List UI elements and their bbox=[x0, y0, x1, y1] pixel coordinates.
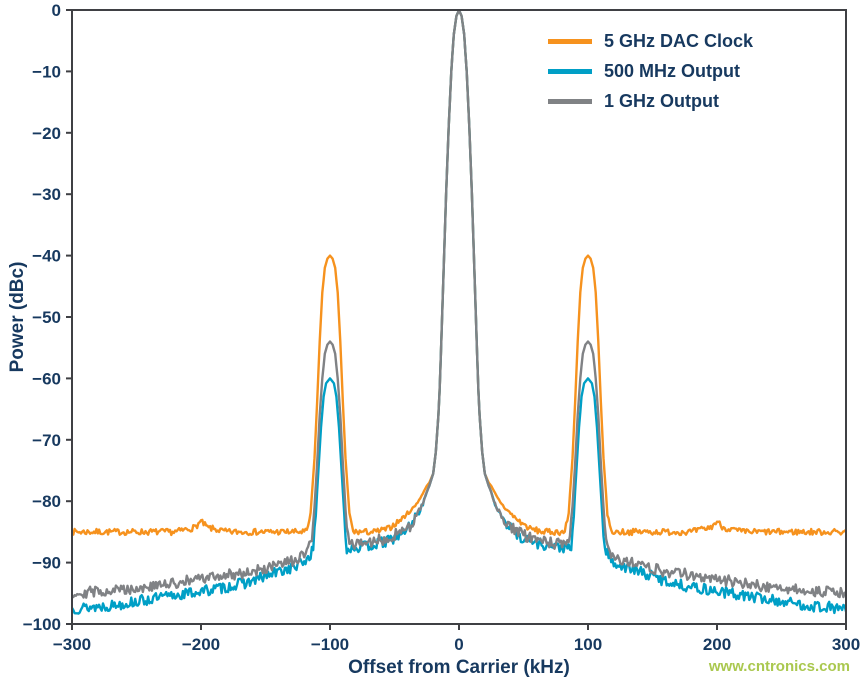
series-line-2 bbox=[72, 10, 846, 599]
legend-line-icon bbox=[548, 38, 592, 44]
series-line-0 bbox=[72, 10, 846, 537]
y-tick-label: −80 bbox=[32, 492, 61, 511]
legend-line-icon bbox=[548, 68, 592, 74]
y-tick-label: −10 bbox=[32, 62, 61, 81]
y-tick-label: −90 bbox=[32, 554, 61, 573]
x-tick-label: 200 bbox=[703, 635, 731, 654]
x-tick-label: −300 bbox=[53, 635, 91, 654]
legend-label: 1 GHz Output bbox=[604, 90, 719, 111]
watermark: www.cntronics.com bbox=[708, 658, 850, 675]
y-tick-label: −40 bbox=[32, 247, 61, 266]
y-tick-label: 0 bbox=[52, 1, 61, 20]
x-tick-label: −100 bbox=[311, 635, 349, 654]
legend-item-dac-clock: 5 GHz DAC Clock bbox=[548, 30, 753, 52]
x-axis-title: Offset from Carrier (kHz) bbox=[348, 657, 570, 678]
plot-border bbox=[71, 9, 847, 625]
legend-label: 5 GHz DAC Clock bbox=[604, 30, 754, 51]
legend-line-icon bbox=[548, 98, 592, 104]
x-tick-label: 300 bbox=[832, 635, 860, 654]
y-tick-label: −30 bbox=[32, 185, 61, 204]
x-tick-label: 0 bbox=[454, 635, 463, 654]
legend-item-1ghz: 1 GHz Output bbox=[548, 90, 753, 112]
y-axis-title: Power (dBc) bbox=[7, 261, 28, 373]
y-tick-label: −60 bbox=[32, 369, 61, 388]
y-tick-label: −50 bbox=[32, 308, 61, 327]
y-tick-label: −20 bbox=[32, 124, 61, 143]
y-tick-label: −100 bbox=[23, 615, 61, 634]
x-tick-label: −200 bbox=[182, 635, 220, 654]
x-tick-label: 100 bbox=[574, 635, 602, 654]
series-line-1 bbox=[72, 10, 846, 615]
legend-label: 500 MHz Output bbox=[604, 60, 741, 81]
legend: 5 GHz DAC Clock 500 MHz Output 1 GHz Out… bbox=[548, 30, 753, 112]
legend-item-500mhz: 500 MHz Output bbox=[548, 60, 753, 82]
y-tick-label: −70 bbox=[32, 431, 61, 450]
